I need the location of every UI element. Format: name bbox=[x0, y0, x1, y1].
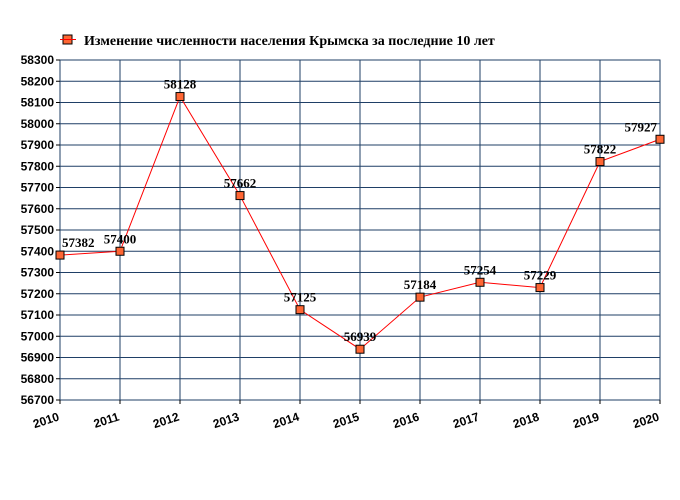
data-point bbox=[415, 292, 425, 302]
y-tick-label: 57700 bbox=[21, 181, 55, 195]
x-tick-label: 2012 bbox=[151, 409, 181, 431]
data-label: 57254 bbox=[464, 262, 497, 277]
data-label: 57184 bbox=[404, 277, 437, 292]
x-tick-label: 2010 bbox=[31, 409, 61, 431]
x-tick-label: 2018 bbox=[511, 409, 541, 431]
y-tick-label: 57000 bbox=[21, 329, 55, 343]
data-label: 58128 bbox=[164, 77, 197, 92]
data-label: 57400 bbox=[104, 231, 137, 246]
x-tick-label: 2019 bbox=[571, 409, 601, 431]
x-tick-label: 2014 bbox=[271, 409, 301, 431]
x-tick-label: 2011 bbox=[92, 409, 121, 430]
y-tick-label: 57100 bbox=[21, 308, 55, 322]
data-label: 57662 bbox=[224, 176, 257, 191]
y-tick-label: 56700 bbox=[21, 393, 55, 407]
x-tick-label: 2020 bbox=[631, 409, 661, 431]
y-tick-label: 57500 bbox=[21, 223, 55, 237]
y-tick-label: 57200 bbox=[21, 287, 55, 301]
data-point bbox=[55, 250, 65, 260]
x-tick-label: 2015 bbox=[331, 409, 361, 431]
data-point bbox=[115, 246, 125, 256]
legend-label: Изменение численности населения Крымска … bbox=[84, 34, 495, 49]
y-tick-label: 58100 bbox=[21, 96, 55, 110]
data-label: 57382 bbox=[62, 235, 95, 250]
data-label: 57927 bbox=[625, 119, 658, 134]
data-point bbox=[295, 305, 305, 315]
y-tick-label: 56800 bbox=[21, 372, 55, 386]
data-label: 57125 bbox=[284, 290, 317, 305]
x-axis-ticks: 2010 2011 2012 2013 2014 2015 2016 2017 2018 2019… bbox=[31, 400, 661, 431]
x-tick-label: 2017 bbox=[451, 409, 481, 431]
y-tick-label: 57400 bbox=[21, 244, 55, 258]
y-tick-label: 57300 bbox=[21, 266, 55, 280]
data-point bbox=[475, 277, 485, 287]
y-tick-label: 56900 bbox=[21, 351, 55, 365]
data-labels: 57382 57400 58128 57662 57125 56939 57184 57254… bbox=[62, 77, 658, 345]
y-tick-label: 57800 bbox=[21, 159, 55, 173]
data-point bbox=[595, 157, 605, 167]
grid bbox=[59, 59, 661, 401]
data-point bbox=[175, 92, 185, 102]
data-label: 57229 bbox=[524, 268, 557, 283]
data-point bbox=[355, 344, 365, 354]
data-label: 57822 bbox=[584, 142, 617, 157]
y-tick-label: 58300 bbox=[21, 53, 55, 67]
y-tick-label: 57600 bbox=[21, 202, 55, 216]
y-tick-label: 57900 bbox=[21, 138, 55, 152]
legend: Изменение численности населения Крымска … bbox=[60, 34, 495, 49]
y-axis-ticks: 56700 56800 56900 57000 57100 57200 57300 57400… bbox=[21, 53, 60, 407]
x-tick-label: 2013 bbox=[211, 409, 241, 431]
data-point bbox=[535, 283, 545, 293]
data-point bbox=[235, 191, 245, 201]
series-layer bbox=[55, 92, 665, 354]
x-tick-label: 2016 bbox=[391, 409, 421, 431]
data-label: 56939 bbox=[344, 329, 377, 344]
y-tick-label: 58200 bbox=[21, 74, 55, 88]
y-tick-label: 58000 bbox=[21, 117, 55, 131]
data-point bbox=[655, 134, 665, 144]
